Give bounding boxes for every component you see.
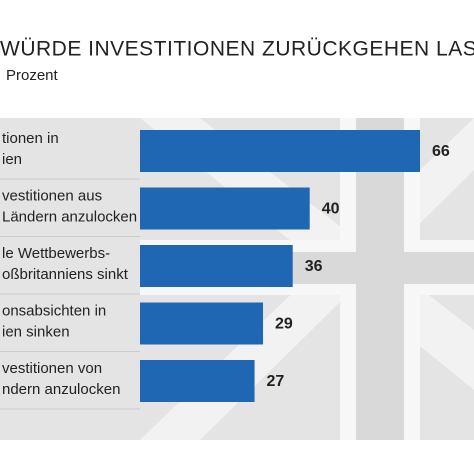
bar: [140, 360, 255, 402]
value-label: 36: [305, 258, 323, 275]
bar: [140, 130, 420, 172]
category-label: ien sinken: [2, 323, 70, 340]
value-label: 27: [267, 373, 285, 390]
category-label: ndern anzulocken: [2, 381, 120, 398]
chart-title: WÜRDE INVESTITIONEN ZURÜCKGEHEN LASSE: [0, 38, 474, 61]
category-label: vestitionen aus: [2, 187, 102, 204]
bar: [140, 302, 264, 345]
category-label: ien: [2, 151, 22, 168]
category-label: Ländern anzulocken: [2, 208, 137, 225]
category-label: le Wettbewerbs-: [2, 245, 110, 262]
value-label: 66: [432, 143, 450, 160]
bar: [140, 245, 293, 287]
category-label: tionen in: [2, 130, 59, 147]
category-label: onsabsichten in: [2, 302, 106, 319]
category-label: oßbritanniens sinkt: [2, 266, 129, 283]
bar: [140, 187, 310, 230]
value-label: 29: [275, 316, 293, 333]
chart-subtitle: Prozent: [6, 67, 59, 84]
value-label: 40: [322, 201, 340, 218]
category-label: vestitionen von: [2, 360, 102, 377]
